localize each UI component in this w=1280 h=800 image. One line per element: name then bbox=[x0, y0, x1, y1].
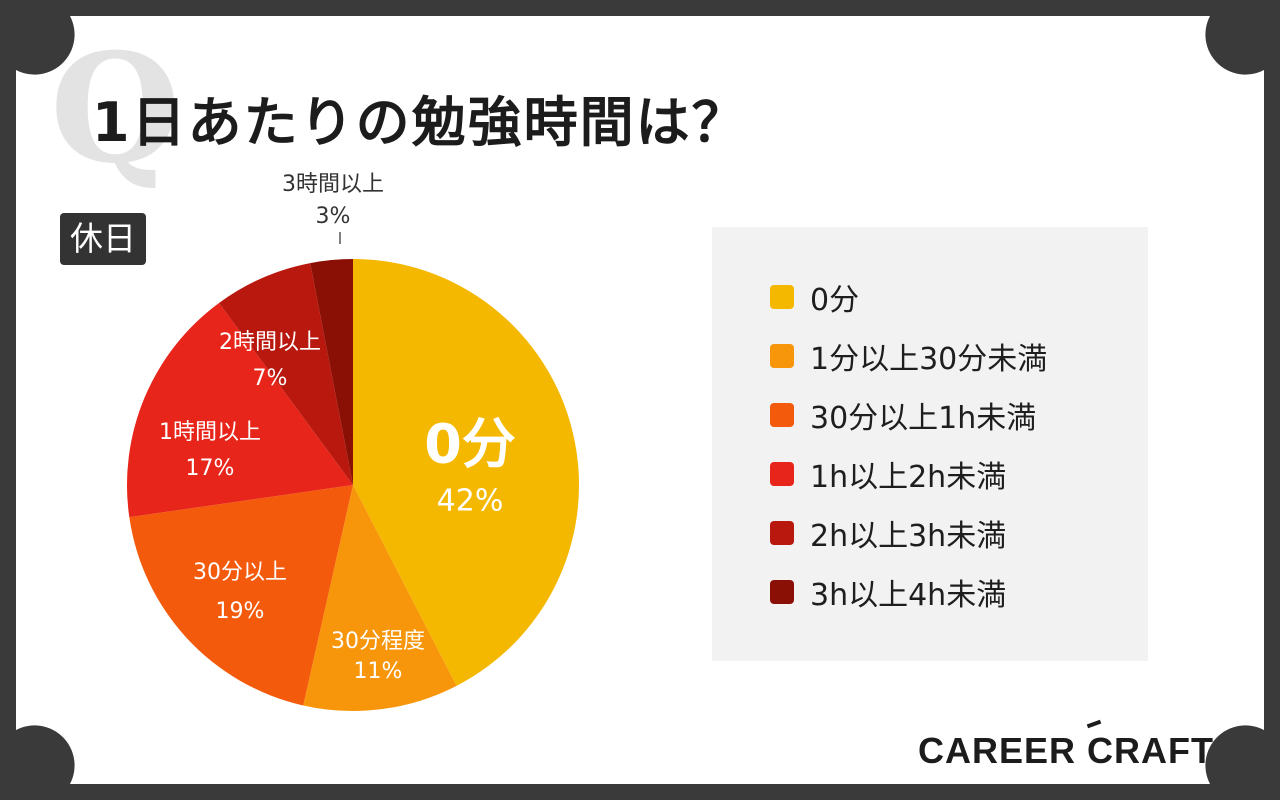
slice-value-label: 3% bbox=[316, 204, 351, 229]
legend-label: 2h以上3h未満 bbox=[810, 519, 1007, 554]
legend-label: 1h以上2h未満 bbox=[810, 460, 1007, 495]
pie-slice bbox=[353, 259, 580, 686]
slice-label: 0分 bbox=[424, 413, 516, 476]
slice-value-label: 19% bbox=[216, 599, 265, 624]
slice-value-label: 7% bbox=[253, 366, 288, 391]
legend-label: 3h以上4h未満 bbox=[810, 578, 1007, 613]
slice-label: 30分程度 bbox=[331, 629, 425, 654]
pie-slice bbox=[303, 485, 457, 711]
legend-label: 0分 bbox=[810, 283, 860, 318]
legend-swatch bbox=[770, 521, 794, 545]
slice-label: 1時間以上 bbox=[159, 420, 261, 445]
legend: 0分 1分以上30分未満 30分以上1h未満 1h以上2h未満 2h以上3h未満… bbox=[712, 227, 1148, 661]
legend-swatch bbox=[770, 344, 794, 368]
legend-item-1: 1分以上30分未満 bbox=[770, 336, 1048, 377]
pie-slice bbox=[219, 263, 353, 485]
legend-label: 30分以上1h未満 bbox=[810, 401, 1037, 436]
brand-logo: CAREER CRAFT bbox=[918, 730, 1214, 771]
slice-value-label: 11% bbox=[354, 659, 403, 684]
slice-value-label: 17% bbox=[186, 456, 235, 481]
pie-slice bbox=[127, 303, 353, 518]
slice-value-label: 42% bbox=[437, 484, 504, 519]
pie-slice bbox=[129, 485, 353, 706]
legend-item-4: 2h以上3h未満 bbox=[770, 513, 1007, 554]
day-badge: 休日 bbox=[60, 213, 146, 265]
legend-item-0: 0分 bbox=[770, 277, 860, 318]
legend-label: 1分以上30分未満 bbox=[810, 342, 1048, 377]
slice-label: 2時間以上 bbox=[219, 330, 321, 355]
slice-label: 3時間以上 bbox=[282, 172, 384, 197]
legend-swatch bbox=[770, 403, 794, 427]
legend-swatch bbox=[770, 462, 794, 486]
legend-item-3: 1h以上2h未満 bbox=[770, 454, 1007, 495]
q-watermark: Q bbox=[50, 21, 181, 197]
legend-item-5: 3h以上4h未満 bbox=[770, 572, 1007, 613]
slice-label: 30分以上 bbox=[193, 560, 287, 585]
legend-item-2: 30分以上1h未満 bbox=[770, 395, 1037, 436]
page-title: 1日あたりの勉強時間は？ bbox=[92, 91, 748, 154]
legend-swatch bbox=[770, 580, 794, 604]
pie-slice bbox=[310, 259, 353, 485]
legend-swatch bbox=[770, 285, 794, 309]
